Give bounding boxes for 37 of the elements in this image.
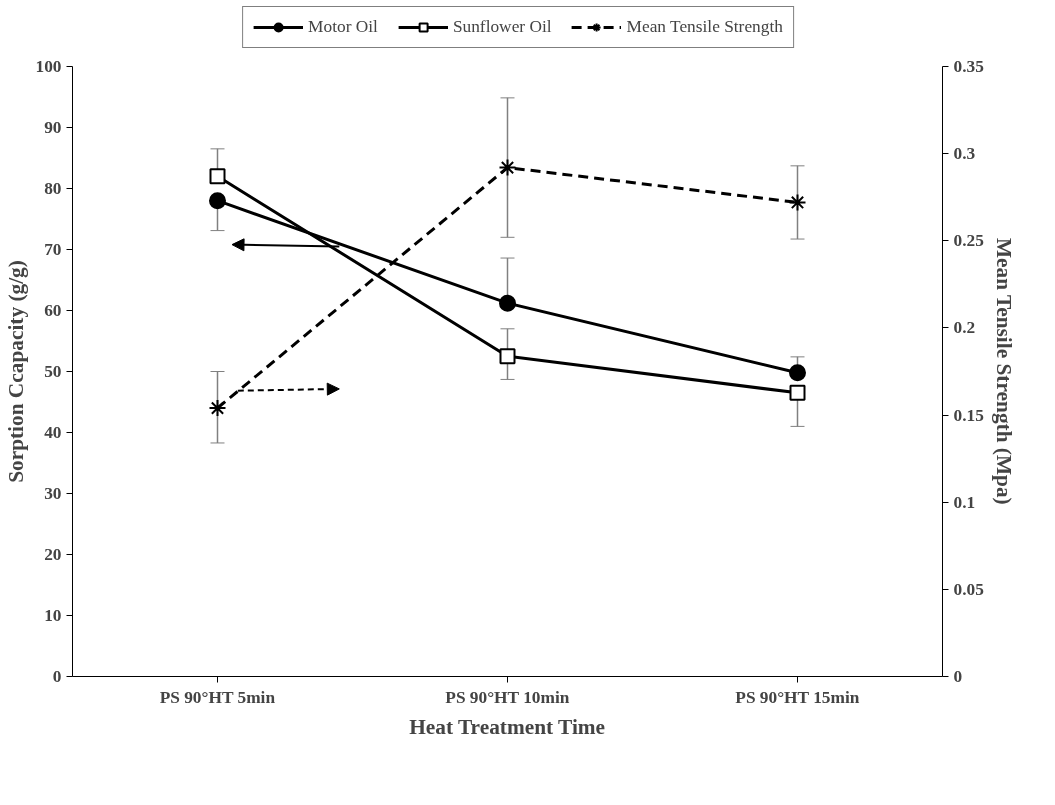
point bbox=[788, 193, 807, 212]
point bbox=[789, 364, 806, 382]
legend-label: Motor Oil bbox=[308, 17, 378, 37]
y-tick-label: 30 bbox=[44, 484, 62, 503]
y2-tick-label: 0 bbox=[953, 667, 963, 686]
y-tick-label: 60 bbox=[44, 301, 62, 320]
y2-tick-label: 0.2 bbox=[953, 318, 976, 338]
point bbox=[209, 168, 226, 185]
y-tick-label: 80 bbox=[44, 179, 62, 198]
y2-tick-label: 0.3 bbox=[953, 144, 976, 164]
legend-label: Sunflower Oil bbox=[452, 17, 552, 37]
y-tick-label: 90 bbox=[44, 118, 62, 137]
y-tick-label: 20 bbox=[44, 545, 62, 564]
y-tick-label: 100 bbox=[35, 57, 62, 76]
y-axis-title: Sorption Ccapacity (g/g) bbox=[3, 260, 28, 483]
x-tick-label: PS 90°HT 15min bbox=[735, 687, 860, 707]
y2-tick-label: 0.05 bbox=[953, 579, 985, 599]
point bbox=[499, 348, 516, 365]
legend-label: Mean Tensile Strength bbox=[626, 17, 783, 37]
point bbox=[499, 294, 516, 312]
point bbox=[789, 384, 806, 401]
y2-tick-label: 0.25 bbox=[953, 231, 985, 251]
y-tick-label: 50 bbox=[44, 362, 62, 381]
point bbox=[208, 399, 227, 418]
x-axis-title: Heat Treatment Time bbox=[409, 714, 606, 739]
y-tick-label: 70 bbox=[44, 240, 62, 259]
x-tick-label: PS 90°HT 10min bbox=[445, 687, 570, 707]
y-tick-label: 40 bbox=[44, 423, 62, 442]
y-tick-label: 10 bbox=[44, 606, 62, 625]
y2-tick-label: 0.35 bbox=[953, 57, 985, 76]
y2-tick-label: 0.1 bbox=[953, 492, 976, 512]
y-tick-label: 0 bbox=[52, 667, 62, 686]
point bbox=[209, 192, 226, 210]
y2-axis-title: Mean Tensile Strength (Mpa) bbox=[991, 237, 1016, 505]
x-tick-label: PS 90°HT 5min bbox=[159, 687, 276, 707]
y2-tick-label: 0.15 bbox=[953, 405, 985, 425]
point bbox=[498, 158, 517, 177]
